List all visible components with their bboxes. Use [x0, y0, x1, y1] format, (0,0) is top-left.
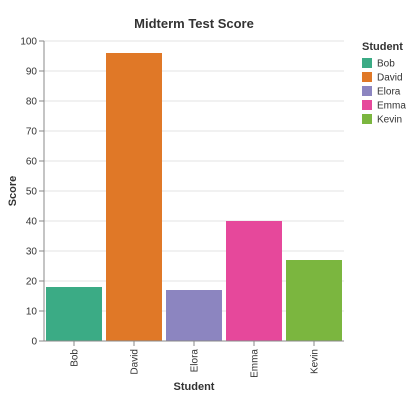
y-tick-label: 100 [20, 37, 37, 48]
legend-title: Student [362, 41, 403, 53]
legend-swatch [362, 72, 372, 82]
y-tick-label: 40 [26, 217, 38, 228]
y-tick-label: 70 [26, 127, 38, 138]
y-tick-label: 60 [26, 157, 38, 168]
legend-entry: Emma [377, 101, 406, 112]
x-tick-label: Bob [70, 349, 81, 367]
x-tick-label: Emma [250, 349, 261, 378]
bar-bob [46, 287, 102, 341]
y-tick-label: 50 [26, 187, 38, 198]
legend-swatch [362, 114, 372, 124]
bar-david [106, 53, 162, 341]
x-tick-label: David [130, 349, 141, 375]
y-tick-label: 10 [26, 307, 38, 318]
legend-swatch [362, 86, 372, 96]
legend-entry: Elora [377, 87, 401, 98]
y-tick-label: 0 [31, 337, 37, 348]
y-axis: 0 10 20 30 40 50 60 70 80 90 100 [20, 37, 45, 348]
y-tick-label: 20 [26, 277, 38, 288]
legend-entry: David [377, 73, 403, 84]
legend: Student Bob David Elora Emma Kevin [362, 41, 406, 126]
x-axis: Bob David Elora Emma Kevin [44, 340, 344, 378]
bar-elora [166, 290, 222, 341]
x-tick-label: Kevin [310, 349, 321, 374]
x-tick-label: Elora [190, 349, 201, 373]
legend-entry: Kevin [377, 115, 402, 126]
chart-title: Midterm Test Score [134, 16, 254, 31]
y-tick-label: 30 [26, 247, 38, 258]
y-tick-label: 90 [26, 67, 38, 78]
legend-swatch [362, 100, 372, 110]
bar-kevin [286, 260, 342, 341]
bar-emma [226, 221, 282, 341]
bars [46, 53, 342, 341]
y-axis-title: Score [7, 176, 19, 207]
legend-entry: Bob [377, 59, 395, 70]
y-tick-label: 80 [26, 97, 38, 108]
x-axis-title: Student [174, 381, 215, 393]
legend-swatch [362, 58, 372, 68]
